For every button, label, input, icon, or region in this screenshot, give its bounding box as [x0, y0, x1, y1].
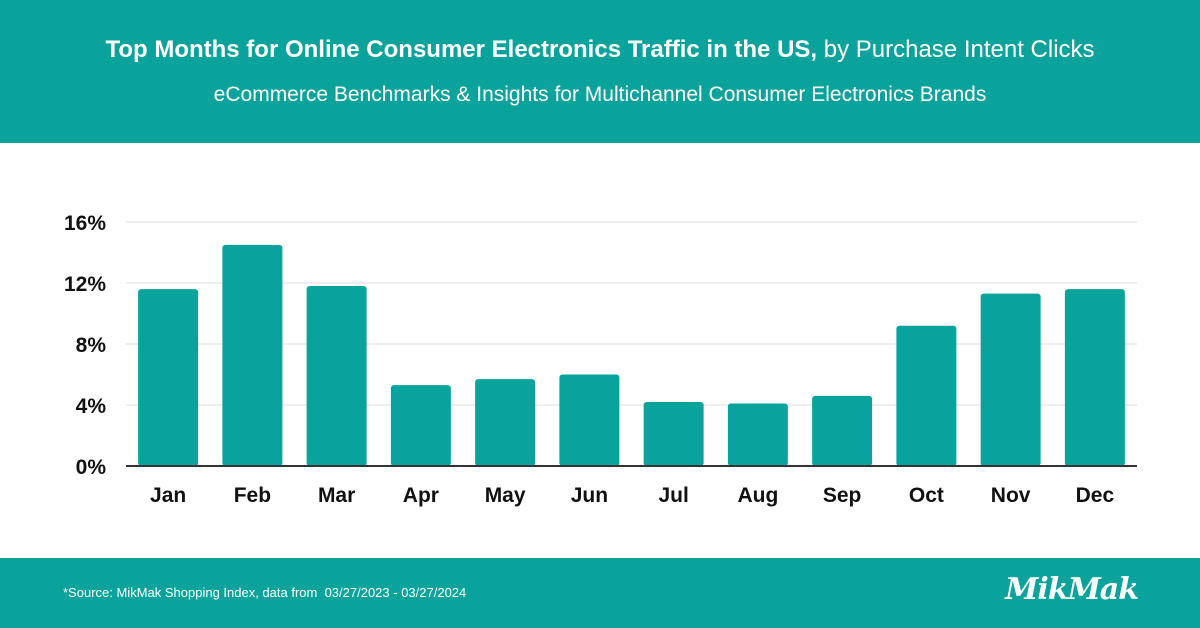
bar — [1064, 289, 1125, 466]
x-tick-label: May — [485, 484, 526, 507]
bar — [306, 286, 367, 466]
chart-subtitle: eCommerce Benchmarks & Insights for Mult… — [213, 83, 987, 106]
x-tick-label: Jul — [658, 484, 688, 507]
y-tick-label: 4% — [76, 395, 107, 418]
bar-chart: 0% 4% 8% 12% 16% Jan Feb Mar Apr May Jun Jul Aug Sep O… — [64, 212, 1137, 507]
bar — [980, 293, 1041, 466]
source-note: *Source: MikMak Shopping Index, data fro… — [63, 585, 467, 600]
bar — [643, 401, 704, 466]
bar — [138, 289, 199, 466]
chart-title-bold: Top Months for Online Consumer Electroni… — [105, 36, 818, 63]
x-tick-label: Feb — [234, 484, 271, 507]
y-tick-label: 0% — [76, 456, 107, 479]
y-tick-label: 12% — [64, 273, 106, 296]
bar — [390, 385, 451, 466]
x-tick-label: Nov — [991, 484, 1031, 507]
x-tick-label: Aug — [737, 484, 778, 507]
bar — [475, 379, 536, 466]
x-tick-label: Mar — [318, 484, 355, 507]
header-banner: Top Months for Online Consumer Electroni… — [0, 0, 1200, 143]
chart-title: Top Months for Online Consumer Electroni… — [0, 36, 1200, 64]
chart-area: 0% 4% 8% 12% 16% Jan Feb Mar Apr May Jun Jul Aug Sep O… — [0, 143, 1200, 558]
y-tick-label: 16% — [64, 212, 106, 235]
bar — [727, 403, 788, 466]
bar — [812, 395, 873, 466]
x-tick-label: Jun — [571, 484, 608, 507]
x-tick-label: Jan — [150, 484, 186, 507]
x-tick-label: Sep — [823, 484, 862, 507]
mikmak-logo: MikMak — [1005, 572, 1139, 607]
bar — [559, 374, 620, 466]
x-tick-label: Oct — [909, 484, 944, 507]
chart-title-rest: by Purchase Intent Clicks — [817, 36, 1095, 63]
bar — [222, 244, 283, 466]
y-tick-label: 8% — [76, 334, 107, 357]
x-tick-label: Dec — [1076, 484, 1115, 507]
bar — [896, 325, 957, 466]
footer-banner: *Source: MikMak Shopping Index, data fro… — [0, 558, 1200, 628]
x-tick-label: Apr — [403, 484, 439, 507]
